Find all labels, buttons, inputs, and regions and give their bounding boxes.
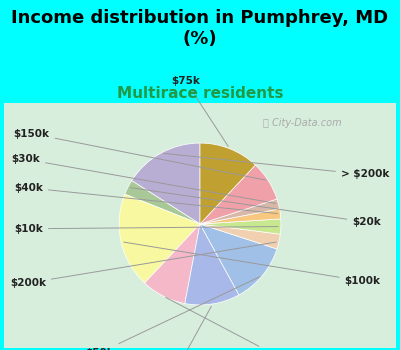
Wedge shape bbox=[119, 194, 200, 283]
Wedge shape bbox=[200, 224, 280, 249]
Wedge shape bbox=[125, 181, 200, 224]
Text: $20k: $20k bbox=[131, 188, 381, 227]
Text: $125k: $125k bbox=[161, 306, 211, 350]
Wedge shape bbox=[185, 224, 239, 305]
Wedge shape bbox=[200, 209, 281, 224]
Text: $200k: $200k bbox=[10, 242, 276, 288]
Text: $40k: $40k bbox=[14, 183, 278, 214]
Wedge shape bbox=[200, 199, 280, 224]
Text: $100k: $100k bbox=[124, 242, 381, 286]
Text: $75k: $75k bbox=[171, 76, 228, 146]
Wedge shape bbox=[200, 219, 281, 234]
Text: $30k: $30k bbox=[11, 154, 276, 203]
Wedge shape bbox=[200, 143, 255, 224]
Wedge shape bbox=[200, 224, 277, 295]
Text: $10k: $10k bbox=[14, 224, 278, 234]
Wedge shape bbox=[200, 165, 277, 224]
Text: Multirace residents: Multirace residents bbox=[117, 86, 283, 101]
Wedge shape bbox=[145, 224, 200, 303]
Text: $150k: $150k bbox=[14, 128, 266, 180]
Text: > $200k: > $200k bbox=[164, 153, 389, 180]
Text: ⓘ City-Data.com: ⓘ City-Data.com bbox=[263, 118, 341, 128]
Text: $50k: $50k bbox=[86, 277, 260, 350]
Wedge shape bbox=[132, 143, 200, 224]
Text: Income distribution in Pumphrey, MD
(%): Income distribution in Pumphrey, MD (%) bbox=[12, 9, 388, 48]
Text: $60k: $60k bbox=[166, 298, 291, 350]
